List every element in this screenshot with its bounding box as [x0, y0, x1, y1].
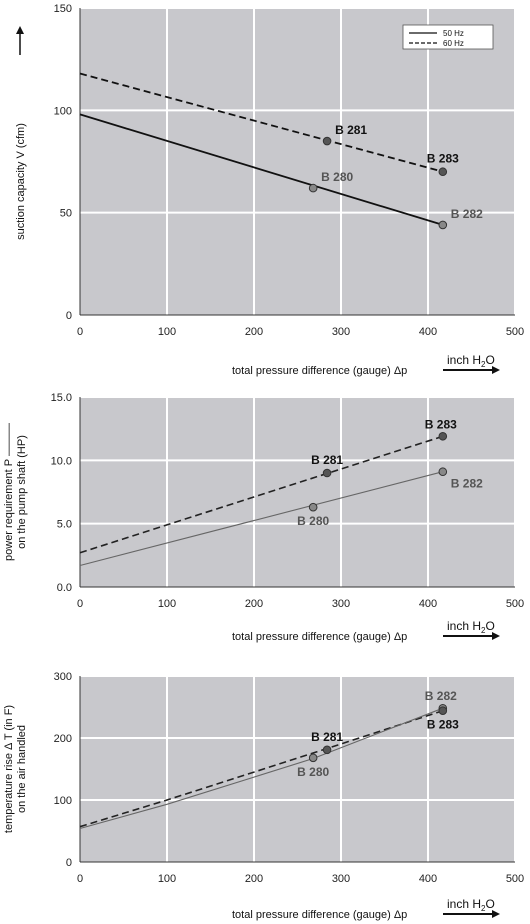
x-tick-label: 100: [158, 598, 176, 610]
x-tick-label: 500: [506, 598, 524, 610]
y-tick-label: 100: [54, 105, 72, 117]
x-axis-unit: inch H2O: [447, 353, 495, 369]
data-point: [438, 167, 448, 177]
y-tick-label: 5.0: [57, 519, 72, 531]
x-tick-label: 500: [506, 873, 524, 885]
x-tick-label: 400: [419, 598, 437, 610]
y-tick-label: 0.0: [57, 582, 72, 594]
point-label: B 281: [311, 730, 343, 744]
x-axis-title: total pressure difference (gauge) Δp: [232, 365, 407, 377]
data-point: [438, 706, 448, 716]
y-tick-label: 0: [66, 310, 72, 322]
series-line-solid: [79, 707, 443, 830]
x-tick-label: 0: [77, 873, 83, 885]
data-point: [438, 431, 448, 441]
x-tick-label: 200: [245, 326, 263, 338]
point-label: B 280: [297, 514, 329, 528]
x-tick-label: 200: [245, 598, 263, 610]
data-point: [322, 136, 332, 146]
point-label: B 283: [427, 718, 459, 732]
point-label: B 282: [451, 477, 483, 491]
x-tick-label: 400: [419, 873, 437, 885]
y-tick-label: 50: [60, 208, 72, 220]
x-tick-label: 0: [77, 326, 83, 338]
legend-label: 50 Hz: [443, 29, 464, 38]
data-point: [438, 467, 448, 477]
x-tick-label: 400: [419, 326, 437, 338]
point-label: B 280: [297, 765, 329, 779]
y-tick-label: 100: [54, 795, 72, 807]
x-axis-unit: inch H2O: [447, 619, 495, 635]
data-point: [308, 753, 318, 763]
x-tick-label: 100: [158, 326, 176, 338]
data-point: [438, 220, 448, 230]
chart-panel-1: 0 100 200 300 400 500 0 50 100 150 B 281 B 283 B 280…: [15, 3, 524, 377]
x-tick-label: 300: [332, 598, 350, 610]
y-tick-label: 0: [66, 857, 72, 869]
x-tick-label: 300: [332, 326, 350, 338]
series-line-dashed: [79, 435, 444, 554]
y-tick-label: 150: [54, 3, 72, 15]
y-tick-label: 15.0: [51, 392, 72, 404]
y-tick-label: 300: [54, 671, 72, 683]
x-tick-label: 300: [332, 873, 350, 885]
y-axis-title: temperature rise Δ T (in F): [3, 705, 15, 833]
y-axis-title-line2: on the pump shaft (HP): [16, 435, 28, 549]
y-tick-label: 200: [54, 733, 72, 745]
x-axis-title: total pressure difference (gauge) Δp: [232, 909, 407, 921]
data-point: [308, 502, 318, 512]
point-label: B 282: [451, 207, 483, 221]
chart-panel-3: 0 100 200 300 400 500 0 100 200 300 B 281 B 280 B 28…: [3, 671, 524, 921]
data-point: [322, 745, 332, 755]
data-point: [322, 468, 332, 478]
series-line-dashed: [79, 72, 444, 173]
legend-label: 60 Hz: [443, 39, 464, 48]
plot-area: [80, 397, 515, 587]
y-axis-title-line2: on the air handled: [16, 725, 28, 813]
y-axis-title: suction capacity V (cfm): [15, 123, 27, 240]
chart-panel-2: 0 100 200 300 400 500 0.0 5.0 10.0 15.0 B 283 B 281…: [3, 392, 524, 643]
series-line-dashed: [79, 709, 444, 828]
y-tick-label: 10.0: [51, 455, 72, 467]
x-tick-label: 100: [158, 873, 176, 885]
series-line-solid: [79, 113, 444, 226]
x-tick-label: 0: [77, 598, 83, 610]
plot-area: [80, 8, 515, 315]
data-point: [308, 183, 318, 193]
legend-box: [402, 24, 494, 50]
series-line-solid: [79, 471, 443, 567]
point-label: B 281: [335, 123, 367, 137]
point-label: B 281: [311, 453, 343, 467]
y-axis-title: power requirement P ———: [3, 423, 15, 561]
x-tick-label: 200: [245, 873, 263, 885]
point-label: B 280: [321, 170, 353, 184]
point-label: B 283: [427, 152, 459, 166]
x-axis-title: total pressure difference (gauge) Δp: [232, 631, 407, 643]
x-axis-unit: inch H2O: [447, 897, 495, 913]
point-label: B 283: [425, 417, 457, 431]
x-tick-label: 500: [506, 326, 524, 338]
point-label: B 282: [425, 689, 457, 703]
